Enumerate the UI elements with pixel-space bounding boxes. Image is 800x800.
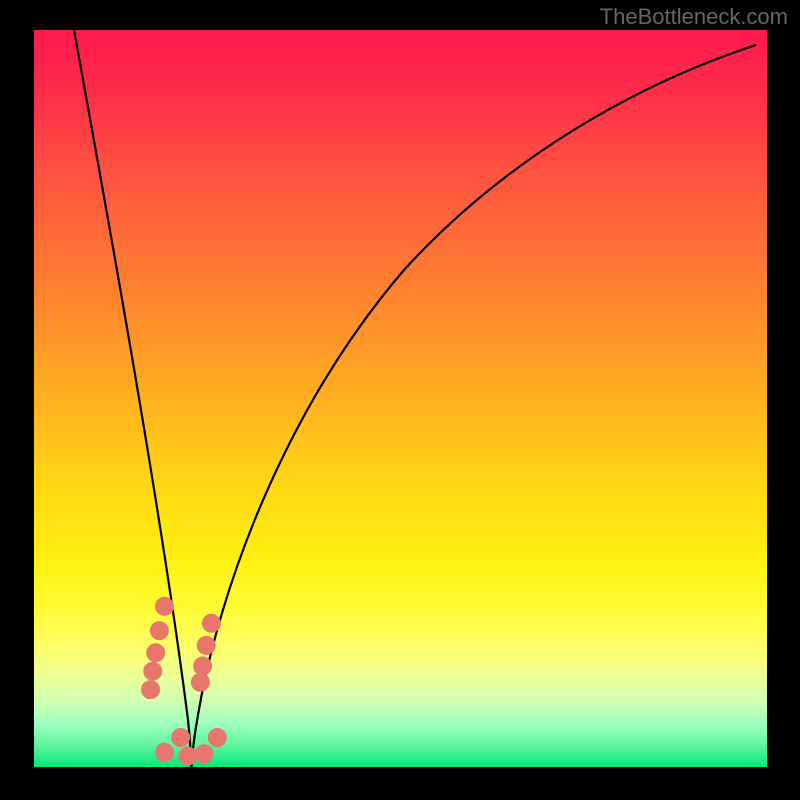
data-marker (144, 662, 162, 680)
data-marker (197, 636, 215, 654)
data-marker (172, 729, 190, 747)
plot-area (34, 30, 767, 767)
data-marker (147, 644, 165, 662)
left-curve (74, 30, 192, 767)
curve-overlay (34, 30, 767, 767)
right-curve (192, 45, 757, 767)
data-marker (191, 673, 209, 691)
data-marker (150, 622, 168, 640)
data-marker (155, 743, 173, 761)
watermark-text: TheBottleneck.com (600, 4, 788, 30)
data-marker (142, 681, 160, 699)
data-marker (179, 747, 197, 765)
chart-container: TheBottleneck.com (0, 0, 800, 800)
data-marker (208, 729, 226, 747)
data-marker (155, 597, 173, 615)
data-marker (194, 657, 212, 675)
data-marker (195, 745, 213, 763)
data-marker (202, 614, 220, 632)
